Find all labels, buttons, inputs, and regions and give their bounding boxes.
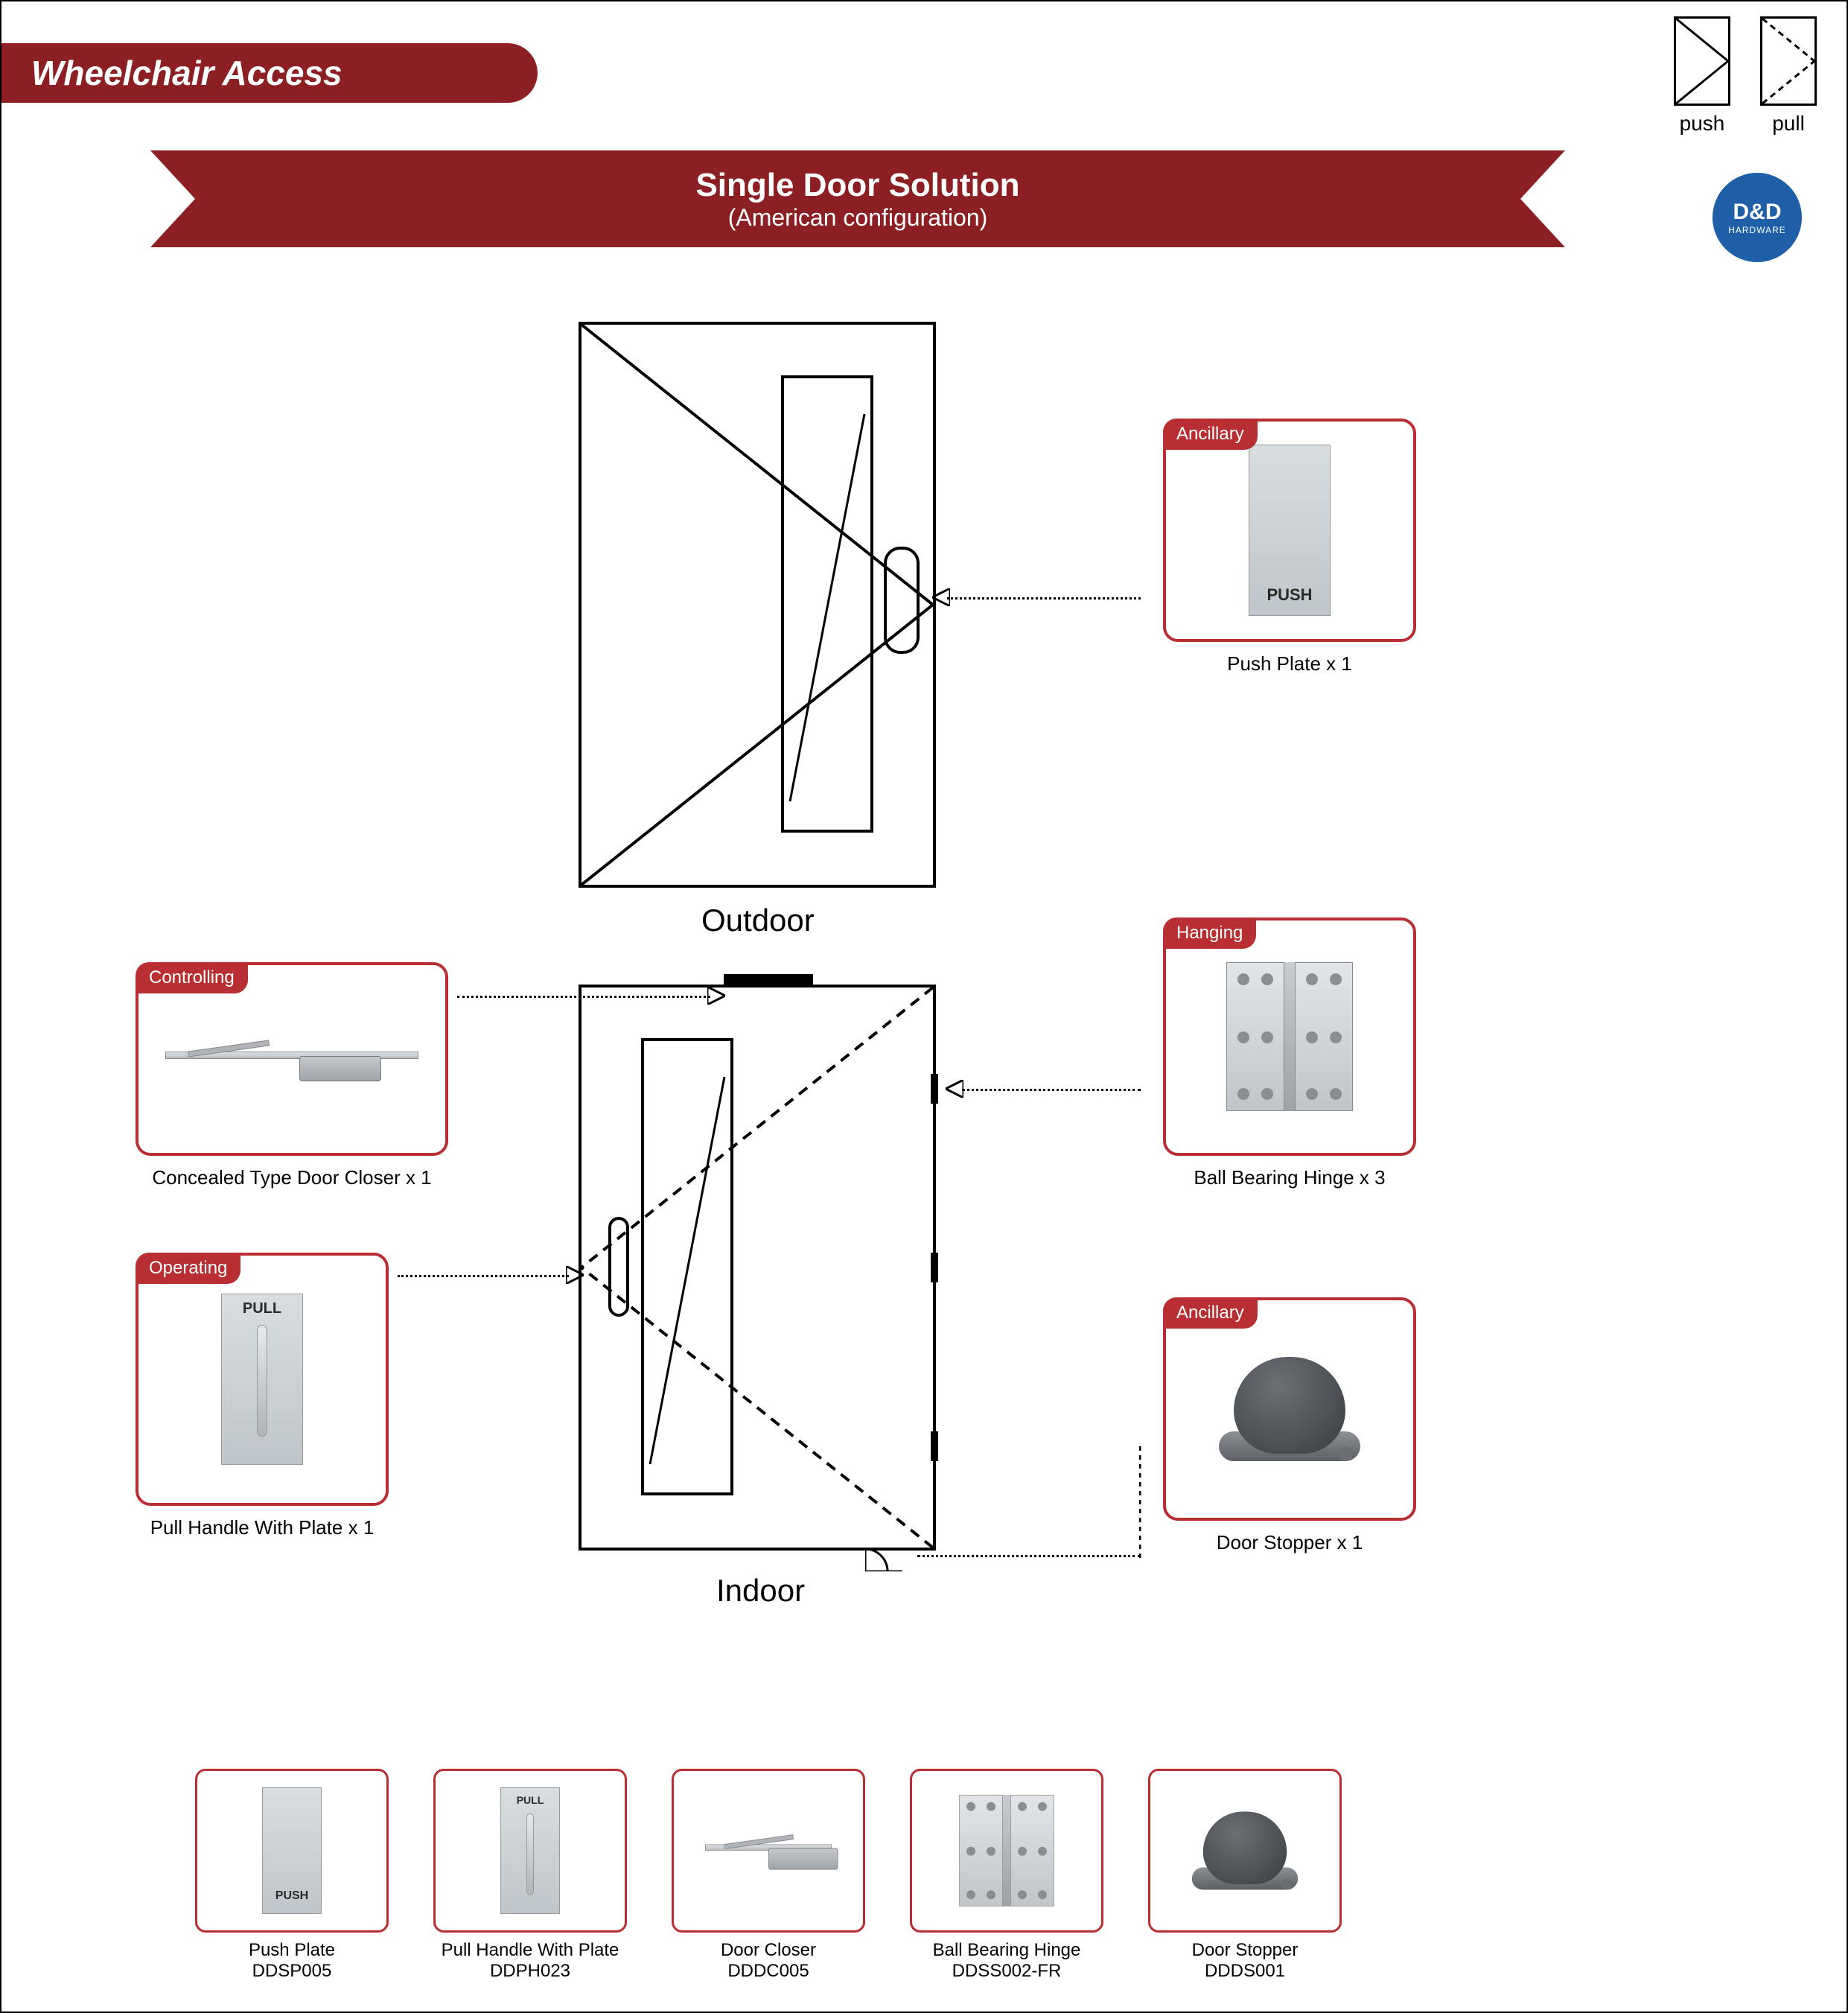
legend-push-label: push xyxy=(1680,112,1725,136)
callout-stopper-tab: Ancillary xyxy=(1163,1297,1258,1329)
callout-hanging: Hanging Ball Bearing Hinge x 3 xyxy=(1163,918,1416,1189)
brand-badge: D&D HARDWARE xyxy=(1712,173,1802,262)
summary-hinge: Ball Bearing Hinge DDSS002-FR xyxy=(910,1769,1103,1982)
summary-pull-handle-icon: PULL xyxy=(500,1787,560,1914)
summary-stopper-box xyxy=(1148,1769,1342,1933)
leader-stopper-vert xyxy=(1139,1446,1141,1558)
callout-stopper-box: Ancillary xyxy=(1163,1297,1416,1521)
banner-title: Single Door Solution xyxy=(695,167,1019,204)
door-closer-icon xyxy=(165,1029,418,1089)
leader-stopper xyxy=(917,1555,1141,1557)
brand-badge-main: D&D xyxy=(1733,200,1782,225)
banner-subtitle: (American configuration) xyxy=(728,204,988,232)
summary-door-closer-name: Door Closer xyxy=(721,1940,816,1961)
legend-push: push xyxy=(1674,16,1730,136)
summary-hinge-code: DDSS002-FR xyxy=(952,1961,1062,1982)
callout-operating-box: Operating PULL xyxy=(136,1253,389,1506)
callout-controlling-box: Controlling xyxy=(136,962,448,1156)
callout-controlling-caption: Concealed Type Door Closer x 1 xyxy=(136,1166,448,1189)
page-title: Wheelchair Access xyxy=(31,53,342,93)
arrow-head-operating xyxy=(566,1266,584,1284)
callout-stopper: Ancillary Door Stopper x 1 xyxy=(1163,1297,1416,1554)
summary-push-plate-icon: PUSH xyxy=(262,1787,322,1914)
summary-pull-handle-name: Pull Handle With Plate xyxy=(442,1940,619,1961)
summary-stopper: Door Stopper DDDS001 xyxy=(1148,1769,1342,1982)
summary-pull-handle-text: PULL xyxy=(517,1794,544,1806)
brand-badge-sub: HARDWARE xyxy=(1728,225,1786,235)
callout-operating-tab: Operating xyxy=(136,1253,240,1284)
legend-pull: pull xyxy=(1760,16,1817,136)
callout-push-plate: Ancillary PUSH Push Plate x 1 xyxy=(1163,419,1416,675)
summary-door-closer-box xyxy=(672,1769,865,1933)
pull-plate-text: PULL xyxy=(243,1300,281,1317)
pull-plate-icon: PULL xyxy=(221,1294,303,1465)
callout-controlling: Controlling Concealed Type Door Closer x… xyxy=(136,962,448,1189)
outdoor-door-diagram xyxy=(579,322,936,888)
indoor-door-diagram xyxy=(579,985,936,1551)
summary-push-plate-code: DDSP005 xyxy=(252,1961,332,1982)
summary-push-plate: PUSH Push Plate DDSP005 xyxy=(195,1769,389,1982)
summary-hinge-name: Ball Bearing Hinge xyxy=(933,1940,1081,1961)
legend-push-icon xyxy=(1674,16,1730,106)
summary-door-closer-code: DDDC005 xyxy=(727,1961,809,1982)
indoor-label: Indoor xyxy=(716,1573,805,1609)
push-plate-icon: PUSH xyxy=(1249,445,1331,616)
arrow-head-push-plate xyxy=(932,588,950,606)
callout-stopper-caption: Door Stopper x 1 xyxy=(1163,1531,1416,1554)
leader-push-plate xyxy=(947,597,1141,600)
door-stopper-icon xyxy=(1219,1357,1360,1461)
summary-pull-handle-code: DDPH023 xyxy=(490,1961,570,1982)
banner-notch-left xyxy=(150,150,195,247)
pull-handle-bar xyxy=(257,1325,267,1437)
summary-push-plate-box: PUSH xyxy=(195,1769,389,1933)
hinge-mark-mid xyxy=(931,1253,938,1282)
summary-push-plate-name: Push Plate xyxy=(249,1940,335,1961)
summary-stopper-code: DDDS001 xyxy=(1205,1961,1285,1982)
banner-notch-right xyxy=(1520,150,1565,247)
push-plate-text: PUSH xyxy=(1266,585,1312,605)
summary-door-closer-icon xyxy=(705,1825,832,1876)
hinge-mark-bottom xyxy=(931,1431,938,1461)
banner-body: Single Door Solution (American configura… xyxy=(195,150,1520,247)
callout-hanging-box: Hanging xyxy=(1163,918,1416,1156)
door-swing-legend: push pull xyxy=(1674,16,1817,136)
leader-hanging xyxy=(962,1089,1141,1091)
summary-pull-handle-box: PULL xyxy=(433,1769,627,1933)
callout-operating-caption: Pull Handle With Plate x 1 xyxy=(136,1516,389,1539)
door-closer-mark xyxy=(724,974,813,985)
callout-hanging-caption: Ball Bearing Hinge x 3 xyxy=(1163,1166,1416,1189)
page-header: Wheelchair Access xyxy=(1,43,538,103)
product-summary-row: PUSH Push Plate DDSP005 PULL Pull Handle… xyxy=(195,1769,1342,1982)
callout-hanging-tab: Hanging xyxy=(1163,918,1256,949)
floor-anchor-mark xyxy=(865,1542,910,1571)
arrow-head-hanging xyxy=(946,1080,963,1098)
outdoor-label: Outdoor xyxy=(701,903,815,938)
summary-stopper-name: Door Stopper xyxy=(1192,1940,1299,1961)
callout-push-plate-box: Ancillary PUSH xyxy=(1163,419,1416,642)
legend-pull-icon xyxy=(1760,16,1817,106)
hinge-mark-top xyxy=(931,1074,938,1104)
callout-push-plate-tab: Ancillary xyxy=(1163,419,1258,450)
legend-pull-label: pull xyxy=(1772,112,1805,136)
leader-controlling xyxy=(457,996,710,998)
page: Wheelchair Access push pull Si xyxy=(0,0,1848,2013)
arrow-head-controlling xyxy=(707,987,725,1005)
summary-push-plate-text: PUSH xyxy=(275,1889,308,1903)
section-banner: Single Door Solution (American configura… xyxy=(150,150,1565,247)
summary-stopper-icon xyxy=(1192,1812,1299,1890)
summary-hinge-box xyxy=(910,1769,1103,1933)
summary-door-closer: Door Closer DDDC005 xyxy=(672,1769,865,1982)
hinge-icon xyxy=(1226,962,1353,1111)
callout-push-plate-caption: Push Plate x 1 xyxy=(1163,652,1416,675)
leader-operating xyxy=(398,1275,569,1277)
summary-hinge-icon xyxy=(959,1795,1054,1907)
callout-operating: Operating PULL Pull Handle With Plate x … xyxy=(136,1253,389,1539)
summary-pull-handle: PULL Pull Handle With Plate DDPH023 xyxy=(433,1769,627,1982)
callout-controlling-tab: Controlling xyxy=(136,962,248,993)
